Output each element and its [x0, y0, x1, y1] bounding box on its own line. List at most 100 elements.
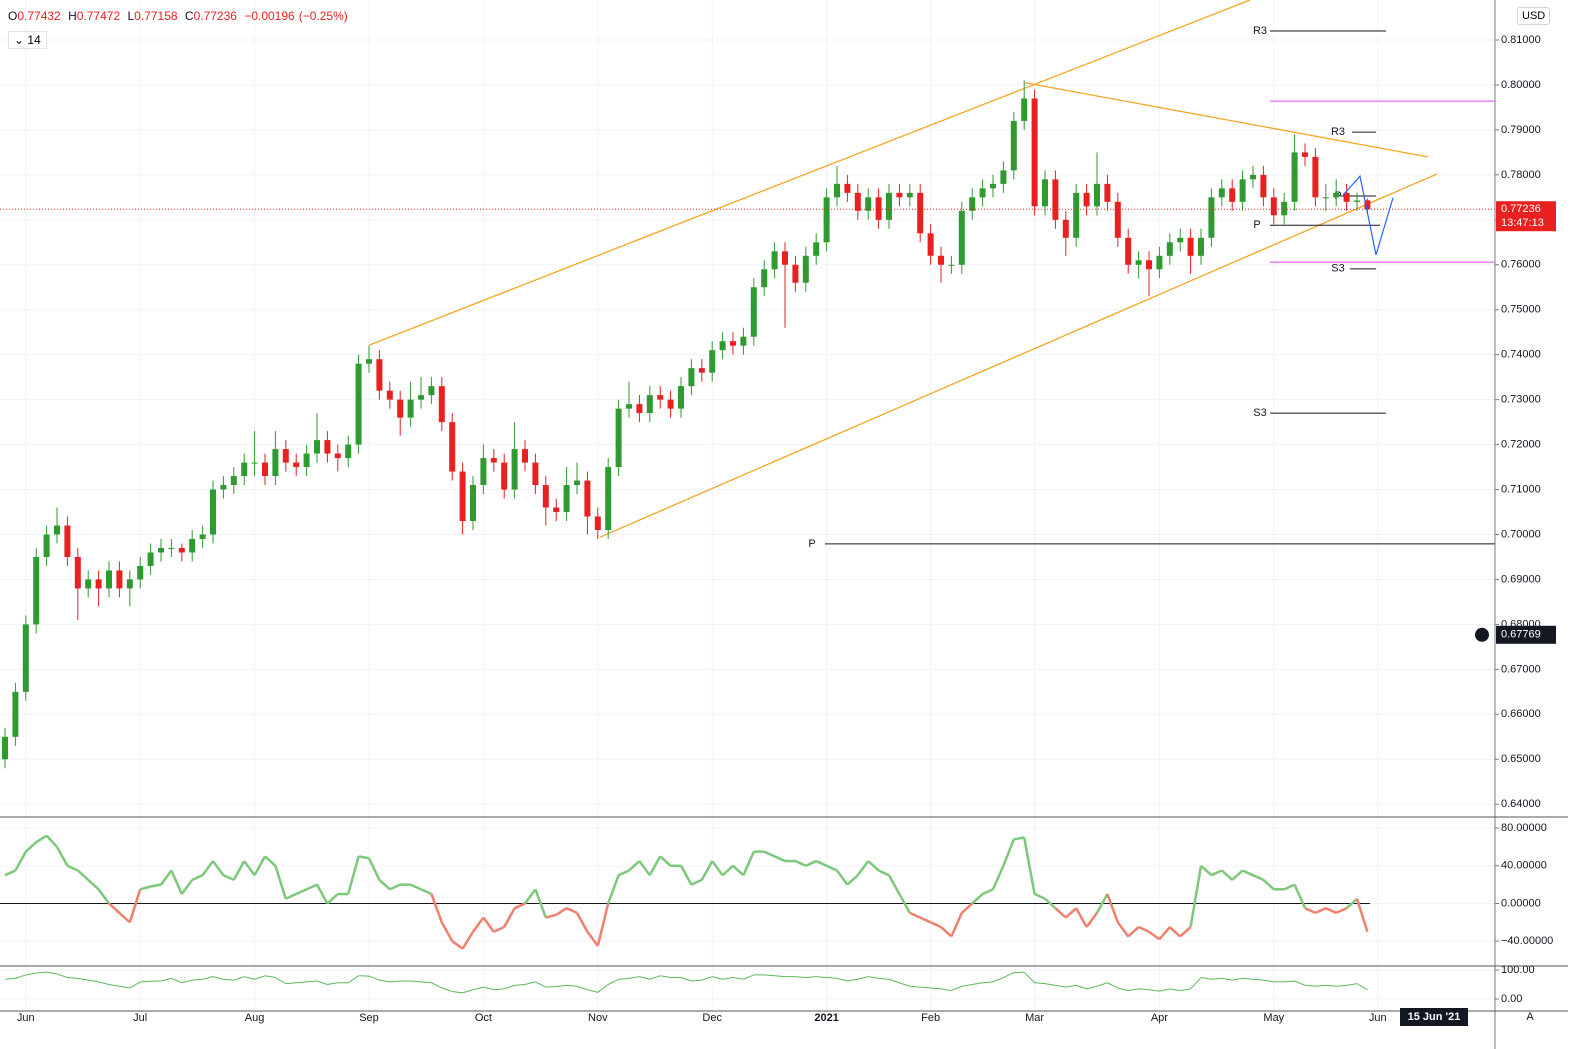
- candle-body: [324, 440, 331, 454]
- candle-body: [189, 538, 196, 553]
- candle-body: [314, 440, 320, 454]
- oscillator-segment: [46, 971, 58, 975]
- candle-body: [678, 386, 684, 409]
- oscillator-segment: [826, 864, 838, 872]
- candle-body: [345, 444, 352, 459]
- oscillator-segment: [87, 878, 100, 891]
- oscillator-segment: [1106, 893, 1119, 923]
- oscillator-segment: [243, 860, 256, 876]
- currency-button[interactable]: USD: [1517, 7, 1551, 25]
- oscillator-segment: [764, 974, 775, 977]
- oscillator-segment: [898, 893, 911, 914]
- oscillator-segment: [1189, 865, 1203, 928]
- candle-body: [844, 183, 851, 193]
- pivot-label: S3: [1331, 263, 1344, 275]
- oscillator-segment: [129, 981, 141, 989]
- candle-body: [106, 570, 112, 589]
- oscillator-segment: [326, 893, 339, 905]
- candle-body: [709, 350, 716, 373]
- oscillator-segment: [1075, 907, 1088, 928]
- candle-body: [355, 363, 362, 445]
- oscillator-segment: [1252, 978, 1264, 981]
- oscillator-segment: [483, 986, 494, 991]
- candle-body: [574, 480, 580, 486]
- oscillator-segment: [1065, 984, 1077, 988]
- oscillator-segment: [1013, 836, 1025, 841]
- oscillator-segment: [4, 977, 16, 980]
- oscillator-segment: [1076, 984, 1087, 990]
- x-tick-label: Apr: [1151, 1012, 1168, 1024]
- candle-body: [33, 556, 40, 625]
- candle-body: [1052, 179, 1059, 220]
- candle-body: [813, 242, 820, 256]
- candle-body: [1281, 201, 1288, 216]
- candle-body: [199, 534, 206, 539]
- y-tick-label: 0.70000: [1501, 528, 1541, 540]
- oscillator-segment: [56, 973, 68, 979]
- candle-body: [688, 368, 695, 387]
- candle-body: [22, 624, 29, 692]
- oscillator-segment: [211, 860, 225, 876]
- candle-body: [126, 579, 133, 589]
- oscillator-segment: [887, 874, 901, 895]
- oscillator-segment: [919, 916, 932, 924]
- label: H: [68, 9, 77, 23]
- oscillator-segment: [1190, 977, 1202, 990]
- oscillator-segment: [327, 982, 338, 985]
- value: 0.77432: [17, 9, 61, 23]
- oscillator-segment: [420, 888, 432, 896]
- oscillator-segment: [1054, 907, 1067, 919]
- oscillator-segment: [192, 978, 203, 981]
- y-tick-label: 0.74000: [1501, 349, 1541, 361]
- y-tick-label: 0.69000: [1501, 573, 1541, 585]
- oscillator-segment: [815, 859, 828, 867]
- oscillator-segment: [700, 860, 714, 881]
- candle-body: [303, 453, 310, 468]
- indicator-toggle[interactable]: ⌄ 14: [8, 31, 47, 49]
- oscillator-segment: [1044, 897, 1057, 910]
- oscillator-segment: [462, 989, 474, 994]
- oscillator-segment: [410, 883, 422, 891]
- oscillator-segment: [556, 984, 567, 988]
- oscillator-segment: [285, 892, 297, 900]
- oscillator-segment: [586, 930, 599, 947]
- candle-body: [116, 570, 123, 589]
- oscillator-segment: [991, 865, 1005, 890]
- oscillator-segment: [223, 978, 234, 981]
- oscillator-segment: [618, 869, 630, 877]
- oscillator-segment: [607, 978, 619, 985]
- trendline: [368, 0, 1251, 346]
- candle-body: [584, 480, 591, 517]
- candle-body: [241, 462, 248, 477]
- oscillator-segment: [347, 975, 359, 984]
- oscillator-segment: [566, 984, 578, 987]
- candle-body: [730, 341, 736, 346]
- pivot-label: P: [808, 538, 815, 550]
- oscillator-segment: [367, 857, 381, 881]
- oscillator-segment: [306, 980, 318, 983]
- oscillator-segment: [628, 976, 640, 979]
- oscillator-segment: [24, 841, 38, 853]
- candle-body: [282, 449, 289, 463]
- oscillator-segment: [679, 865, 693, 886]
- oscillator-segment: [950, 912, 963, 937]
- oscillator-segment: [180, 879, 194, 895]
- candle-body: [397, 399, 404, 418]
- candle-body: [1260, 174, 1267, 198]
- candle-body: [542, 485, 549, 508]
- oscillator-segment: [77, 977, 89, 981]
- y-tick-label: 0.65000: [1501, 753, 1541, 765]
- candle-body: [979, 188, 986, 198]
- candle-body: [2, 736, 8, 760]
- oscillator-segment: [1210, 869, 1223, 877]
- oscillator-segment: [576, 985, 588, 991]
- oscillator-segment: [368, 975, 380, 981]
- oscillator-segment: [514, 902, 526, 910]
- oscillator-segment: [982, 888, 994, 896]
- oscillator-segment: [535, 981, 547, 988]
- oscillator-segment: [607, 874, 620, 904]
- y-tick-label: 0.81000: [1501, 34, 1541, 46]
- oscillator-segment: [1211, 977, 1222, 980]
- oscillator-segment: [732, 864, 745, 877]
- candle-body: [158, 547, 164, 553]
